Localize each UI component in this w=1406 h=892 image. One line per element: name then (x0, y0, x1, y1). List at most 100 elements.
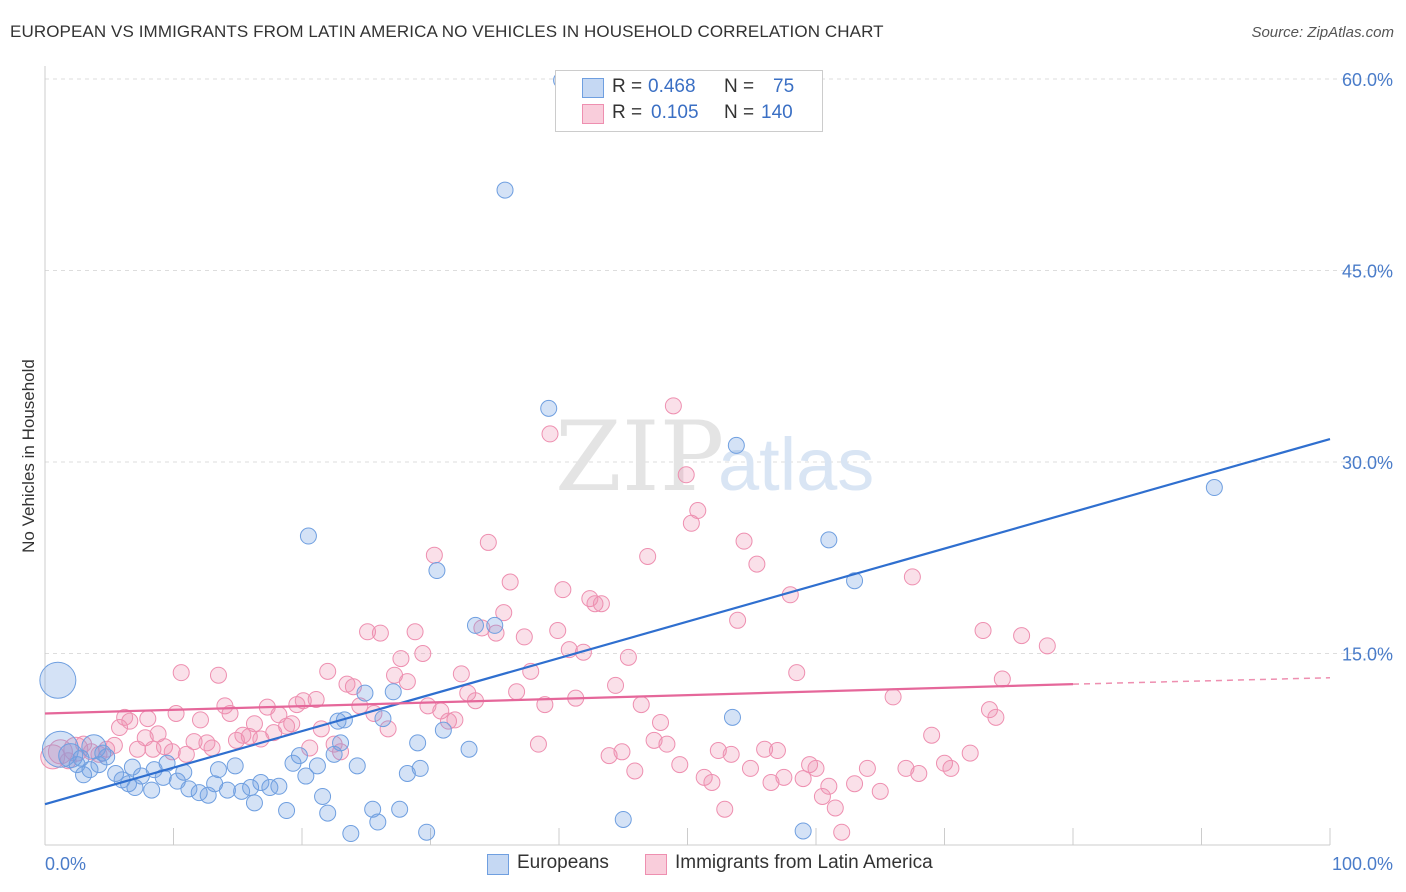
immigrants-point (897, 759, 915, 777)
europeans-point (332, 734, 350, 752)
europeans-point (252, 773, 270, 791)
immigrants-point (508, 683, 526, 701)
immigrants-point (748, 555, 766, 573)
immigrants-point (756, 740, 774, 758)
europeans-point (384, 683, 402, 701)
watermark-atlas: atlas (718, 423, 874, 506)
y-tick-label: 45.0% (1342, 262, 1393, 282)
immigrants-point (439, 712, 457, 730)
legend: R = 0.468 N = 75 R = 0.105 N = 140 (555, 70, 823, 132)
immigrants-point (234, 726, 252, 744)
immigrants-point (379, 720, 397, 738)
series-immigrants-points (40, 397, 1056, 841)
axes (44, 66, 1331, 846)
immigrants-point (592, 595, 610, 613)
immigrants-point (307, 690, 325, 708)
europeans-point (540, 399, 558, 417)
bottom-legend-label: Europeans (517, 852, 609, 873)
immigrants-point (807, 759, 825, 777)
immigrants-point (1038, 637, 1056, 655)
europeans-point (391, 800, 409, 818)
immigrants-point (209, 666, 227, 684)
immigrants-point (658, 735, 676, 753)
europeans-point (466, 616, 484, 634)
immigrants-point (406, 623, 424, 641)
immigrants-point (607, 676, 625, 694)
immigrants-point (703, 773, 721, 791)
immigrants-point (923, 726, 941, 744)
europeans-point (261, 779, 279, 797)
y-tick-label: 60.0% (1342, 70, 1393, 90)
europeans-point (348, 757, 366, 775)
europeans-point (428, 562, 446, 580)
immigrants-point (671, 756, 689, 774)
watermark-zip: ZIP (555, 401, 724, 513)
europeans-point (290, 747, 308, 765)
immigrants-point (961, 744, 979, 762)
immigrants-trend-line (44, 683, 1074, 715)
immigrants-point (826, 799, 844, 817)
immigrants-point (191, 711, 209, 729)
immigrants-point (903, 568, 921, 586)
immigrants-point (452, 665, 470, 683)
immigrants-point (762, 773, 780, 791)
trend-lines (44, 437, 1331, 806)
immigrants-point (652, 713, 670, 731)
immigrants-point (221, 705, 239, 723)
immigrants-trend-extension (1072, 677, 1331, 685)
immigrants-point (446, 711, 464, 729)
immigrants-point (664, 397, 682, 415)
immigrants-point (689, 502, 707, 520)
europeans-point (496, 181, 514, 199)
immigrants-point (167, 705, 185, 723)
legend-r-label: R = (612, 76, 643, 97)
immigrants-point (775, 768, 793, 786)
europeans-point (308, 757, 326, 775)
immigrants-point (794, 770, 812, 788)
immigrants-point (278, 717, 296, 735)
immigrants-point (172, 664, 190, 682)
immigrants-point (536, 696, 554, 714)
europeans-point (94, 744, 112, 762)
immigrants-point (632, 696, 650, 714)
europeans-point (369, 813, 387, 831)
immigrants-point (735, 532, 753, 550)
legend-swatch-immigrants (582, 104, 604, 124)
europeans-point (374, 710, 392, 728)
immigrants-point (942, 759, 960, 777)
europeans-point (319, 804, 337, 822)
immigrants-point (203, 739, 221, 757)
europeans-point (614, 810, 632, 828)
europeans-point (39, 661, 77, 699)
europeans-point (314, 787, 332, 805)
chart-source: Source: ZipAtlas.com (1251, 24, 1394, 41)
legend-n-label: N = (724, 76, 755, 97)
europeans-point (409, 734, 427, 752)
immigrants-point (414, 645, 432, 662)
immigrants-point (529, 735, 547, 753)
immigrants-point (121, 712, 139, 730)
immigrants-point (371, 624, 389, 642)
immigrants-point (600, 747, 618, 765)
europeans-point (209, 761, 227, 779)
europeans-point (233, 782, 251, 800)
legend-r-value: 0.105 (651, 102, 699, 123)
immigrants-point (813, 787, 831, 805)
europeans-point (299, 527, 317, 545)
immigrants-point (501, 573, 519, 591)
immigrants-point (910, 765, 928, 783)
bottom-legend-label: Immigrants from Latin America (675, 852, 933, 873)
y-axis-title: No Vehicles in Household (19, 359, 38, 553)
immigrants-point (495, 604, 513, 622)
bottom-legend-swatch-europeans (487, 854, 509, 875)
immigrants-point (993, 670, 1011, 688)
immigrants-point (1013, 627, 1031, 645)
immigrants-point (716, 800, 734, 818)
immigrants-point (820, 777, 838, 795)
europeans-point (218, 781, 236, 799)
immigrants-point (479, 533, 497, 551)
legend-n-label: N = (724, 102, 755, 123)
europeans-point (723, 708, 741, 726)
y-tick-label: 30.0% (1342, 453, 1393, 473)
